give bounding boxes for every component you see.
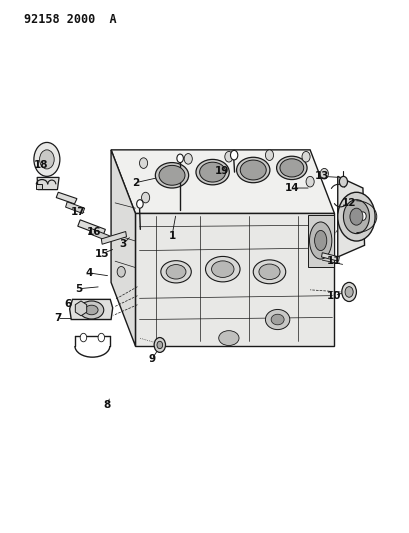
Ellipse shape <box>200 162 226 182</box>
Ellipse shape <box>259 264 280 279</box>
Circle shape <box>177 154 183 163</box>
Ellipse shape <box>196 159 229 185</box>
Text: 14: 14 <box>285 183 299 193</box>
Text: 12: 12 <box>342 198 356 208</box>
Circle shape <box>34 142 60 176</box>
Polygon shape <box>111 150 335 214</box>
Polygon shape <box>36 184 42 189</box>
Text: 19: 19 <box>214 166 229 176</box>
Text: 15: 15 <box>95 249 109 259</box>
Circle shape <box>80 333 87 342</box>
Ellipse shape <box>265 310 290 329</box>
Circle shape <box>184 154 192 164</box>
Polygon shape <box>101 231 126 244</box>
Text: 8: 8 <box>103 400 110 410</box>
Ellipse shape <box>310 222 332 259</box>
Ellipse shape <box>166 264 186 279</box>
Text: 1: 1 <box>169 231 175 241</box>
Circle shape <box>139 158 148 168</box>
Circle shape <box>339 176 348 187</box>
Circle shape <box>320 168 328 179</box>
Circle shape <box>306 176 314 187</box>
Ellipse shape <box>161 261 191 283</box>
Circle shape <box>157 341 163 349</box>
Circle shape <box>40 150 54 169</box>
Ellipse shape <box>271 314 284 325</box>
Circle shape <box>98 333 105 342</box>
Ellipse shape <box>276 156 307 180</box>
Ellipse shape <box>159 165 185 185</box>
Polygon shape <box>75 301 87 316</box>
Ellipse shape <box>315 230 327 251</box>
Ellipse shape <box>205 256 240 282</box>
Text: 2: 2 <box>132 177 139 188</box>
Text: 10: 10 <box>327 290 342 301</box>
Polygon shape <box>37 177 59 190</box>
Circle shape <box>342 282 356 302</box>
Circle shape <box>231 150 238 160</box>
Circle shape <box>344 200 369 233</box>
Ellipse shape <box>211 261 234 277</box>
Text: 4: 4 <box>85 268 92 278</box>
Ellipse shape <box>79 301 104 319</box>
Circle shape <box>350 208 363 225</box>
Text: 5: 5 <box>75 284 82 294</box>
Polygon shape <box>111 150 135 346</box>
Text: 11: 11 <box>327 256 342 266</box>
Circle shape <box>154 337 166 352</box>
Text: 18: 18 <box>34 160 48 169</box>
Text: 13: 13 <box>315 172 330 181</box>
Circle shape <box>302 151 310 162</box>
Polygon shape <box>89 228 110 241</box>
Circle shape <box>142 192 150 203</box>
Circle shape <box>265 150 274 160</box>
Text: 6: 6 <box>64 298 72 309</box>
Polygon shape <box>338 176 364 257</box>
Circle shape <box>225 151 233 162</box>
Circle shape <box>345 287 353 297</box>
Circle shape <box>117 266 125 277</box>
Text: 17: 17 <box>70 207 85 217</box>
Circle shape <box>360 212 366 220</box>
Polygon shape <box>78 220 106 236</box>
Text: 16: 16 <box>87 227 101 237</box>
Ellipse shape <box>280 159 304 177</box>
Ellipse shape <box>155 163 189 188</box>
Polygon shape <box>65 202 85 214</box>
Ellipse shape <box>85 305 98 315</box>
Ellipse shape <box>219 330 239 345</box>
Text: 92158 2000  A: 92158 2000 A <box>24 13 116 26</box>
Text: 3: 3 <box>119 239 127 249</box>
Polygon shape <box>321 253 339 261</box>
Ellipse shape <box>236 157 270 183</box>
Circle shape <box>137 200 143 208</box>
Polygon shape <box>308 215 334 266</box>
Polygon shape <box>56 192 77 204</box>
Polygon shape <box>70 300 113 319</box>
Text: 7: 7 <box>54 313 61 324</box>
Text: 9: 9 <box>148 354 155 364</box>
Ellipse shape <box>253 260 286 284</box>
Ellipse shape <box>240 160 266 180</box>
Polygon shape <box>135 214 335 346</box>
Circle shape <box>338 192 375 241</box>
